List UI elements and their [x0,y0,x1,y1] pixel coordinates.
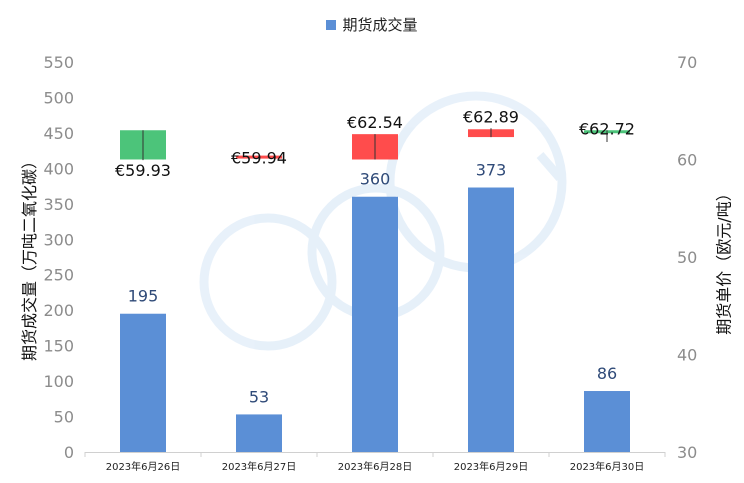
bar [584,391,630,452]
y-left-tick-label: 200 [43,301,74,320]
x-tick-label: 2023年6月26日 [106,460,181,473]
y-right-tick-label: 50 [677,248,697,267]
y-left-tick-label: 100 [43,372,74,391]
bar [352,196,398,452]
y-left-tick-label: 0 [64,443,74,462]
y-left-tick-label: 550 [43,53,74,72]
bar [468,187,514,452]
x-tick-label: 2023年6月28日 [338,460,413,473]
bar [120,313,166,452]
bar [236,414,282,452]
legend-label: 期货成交量 [342,16,418,34]
legend-swatch [326,20,337,30]
x-tick-label: 2023年6月29日 [454,460,529,473]
y-left-tick-label: 150 [43,337,74,356]
y-right-tick-label: 40 [677,346,697,365]
y-left-tick-label: 500 [43,88,74,107]
y-right-tick-label: 30 [677,443,697,462]
y-left-tick-label: 450 [43,124,74,143]
candle-data-label: €59.94 [231,149,287,168]
bar-data-label: 373 [476,161,507,180]
bar-data-label: 53 [249,387,269,406]
bar-data-label: 360 [360,170,391,189]
candle-data-label: €62.54 [347,113,403,132]
y-left-tick-label: 250 [43,266,74,285]
x-tick-label: 2023年6月27日 [222,460,297,473]
y-left-tick-label: 300 [43,230,74,249]
y-right-tick-label: 70 [677,53,697,72]
bar-data-label: 86 [597,364,617,383]
y-left-tick-label: 50 [54,408,74,427]
candle-data-label: €62.72 [579,119,635,138]
y-right-tick-label: 60 [677,151,697,170]
x-tick-label: 2023年6月30日 [570,460,645,473]
legend: 期货成交量 [0,14,744,35]
candle-data-label: €59.93 [115,161,171,180]
y-left-tick-label: 400 [43,159,74,178]
candle-data-label: €62.89 [463,107,519,126]
y-left-tick-label: 350 [43,195,74,214]
bar-data-label: 195 [128,287,159,306]
